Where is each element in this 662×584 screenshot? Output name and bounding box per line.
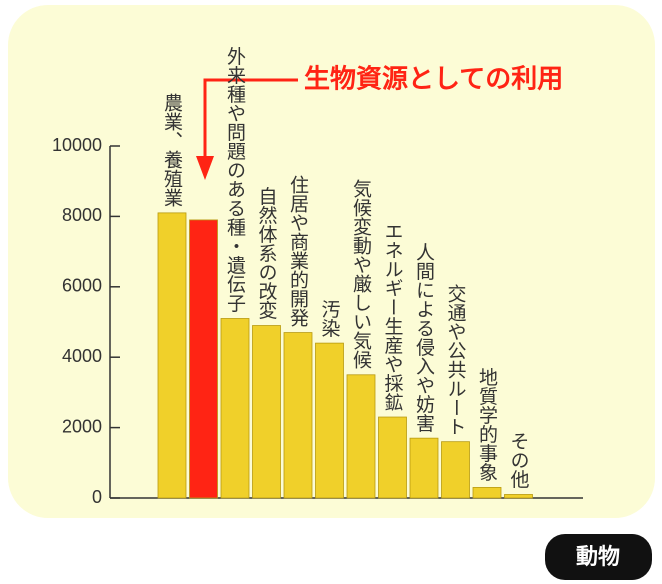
y-tick-label: 8000 [62,205,102,225]
bar [472,487,502,499]
category-label: 交通や公共ルート [445,283,467,435]
bar [315,342,344,499]
category-label: 気候変動や厳しい気候 [350,179,372,369]
y-tick-label: 6000 [62,276,102,296]
category-label: 人間による侵入や妨害 [413,242,435,432]
category-label: 農業、養殖業 [161,93,183,207]
category-label: 地質学的事象 [476,367,498,481]
category-label: 汚染 [319,299,341,337]
y-tick-label: 2000 [62,416,102,436]
bar [189,219,218,499]
bar [283,332,313,499]
badge-label: 動物 [576,544,620,570]
badge [545,534,652,580]
bar [220,318,250,499]
bar [378,416,407,499]
annotation-arrow [203,78,298,160]
y-tick-label: 0 [92,487,102,507]
bar [409,437,439,499]
y-tick-label: 10000 [52,135,102,155]
category-label: 住居や商業的開発 [287,174,309,326]
category-label: 外来種や問題のある種・遺伝子 [224,46,246,312]
y-tick-label: 4000 [62,346,102,366]
annotation: 生物資源としての利用 [304,65,563,95]
bar [157,212,187,499]
category-label: 自然体系の改変 [256,186,278,319]
bar [346,374,376,499]
category-label: エネルギー生産や採鉱 [382,221,404,411]
bar [441,441,470,499]
bar [504,494,533,499]
category-label: その他 [508,431,530,488]
arrow-head [196,156,214,180]
bar [252,325,281,499]
